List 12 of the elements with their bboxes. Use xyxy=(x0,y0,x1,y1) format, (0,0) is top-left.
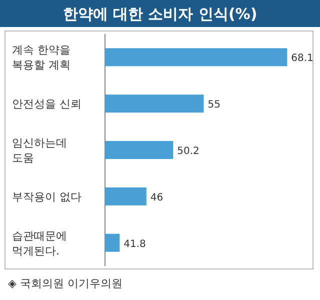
text: ◈ 국회의원 이기우의원 xyxy=(8,277,122,290)
chart-title: 한약에 대한 소비자 인식(%) xyxy=(62,5,258,23)
data-label: 50.2 xyxy=(177,146,200,157)
data-label: 68.1 xyxy=(291,53,314,64)
y-tick-label: 안전성을 신뢰 xyxy=(12,98,82,111)
y-tick-label: 임신하는데 도움 xyxy=(12,136,67,164)
data-label: 41.8 xyxy=(124,238,146,250)
y-tick-label: 계속 한약을 복용할 계획 xyxy=(12,44,70,72)
y-tick-label: 습관때문에 먹게된다. xyxy=(12,229,67,258)
data-label: 55 xyxy=(208,100,220,111)
y-tick-label: 부작용이 없다 xyxy=(12,190,82,204)
data-label: 46 xyxy=(150,192,164,204)
